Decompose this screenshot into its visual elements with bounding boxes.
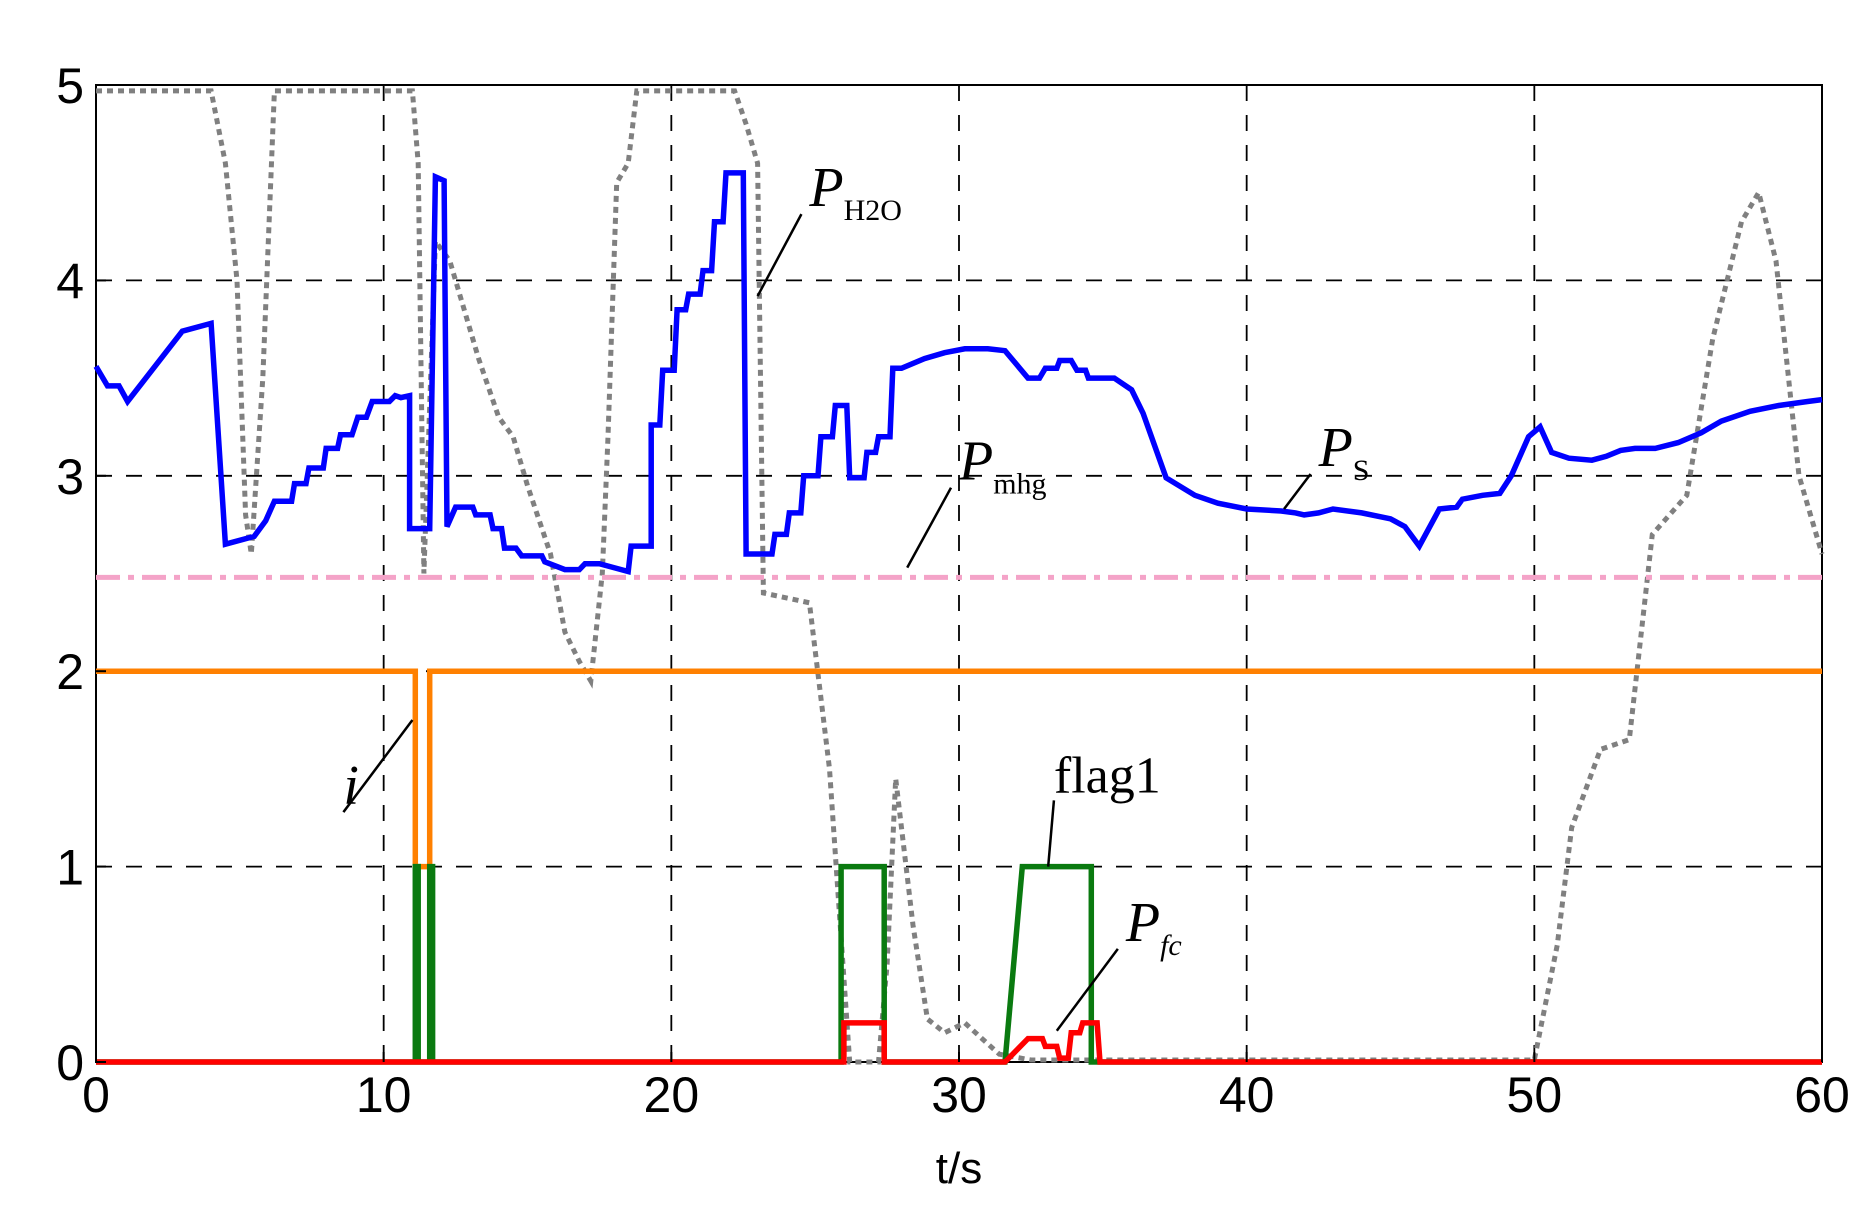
x-tick-label-2: 20 (644, 1067, 700, 1123)
x-tick-label-5: 50 (1507, 1067, 1563, 1123)
x-tick-labels: 0 10 20 30 40 50 60 (82, 1052, 1850, 1123)
series-line-Pfc (96, 1020, 1822, 1065)
y-tick-label-2: 2 (56, 644, 84, 700)
series-label-Pmhg: Pmhg (958, 431, 1047, 501)
series-lines (93, 88, 1825, 1065)
series-line-PH2O (96, 88, 1825, 1065)
x-tick-label-3: 30 (931, 1067, 987, 1123)
series-line-Ps (93, 170, 1823, 575)
leader-line-flag1 (1046, 800, 1056, 867)
y-tick-labels: 0 1 2 3 4 5 (56, 58, 106, 1091)
series-label-Ps: PS (1318, 417, 1370, 487)
series-annotations: PH2O Pmhg PS i flag1 Pfc (342, 157, 1370, 1032)
series-label-i: i (343, 755, 359, 817)
leader-line-Ps (1283, 473, 1312, 510)
series-label-Pfc: Pfc (1125, 892, 1182, 962)
x-tick-label-4: 40 (1219, 1067, 1275, 1123)
x-axis-label: t/s (936, 1144, 982, 1193)
y-tick-label-5: 5 (56, 58, 84, 114)
series-label-flag1: flag1 (1054, 747, 1161, 804)
y-tick-label-4: 4 (56, 253, 84, 309)
y-tick-label-0: 0 (56, 1035, 84, 1091)
x-tick-label-6: 60 (1794, 1067, 1850, 1123)
leader-line-Pmhg (906, 487, 953, 569)
grid (96, 85, 1822, 1062)
leader-line-PH2O (756, 213, 803, 297)
series-label-PH2O: PH2O (808, 157, 902, 227)
leader-line-Pfc (1055, 948, 1119, 1032)
y-tick-label-1: 1 (56, 840, 84, 896)
leader-line-i (342, 719, 414, 813)
x-tick-label-1: 10 (356, 1067, 412, 1123)
x-tick-label-0: 0 (82, 1067, 110, 1123)
y-tick-label-3: 3 (56, 449, 84, 505)
series-line-i (96, 668, 1822, 870)
